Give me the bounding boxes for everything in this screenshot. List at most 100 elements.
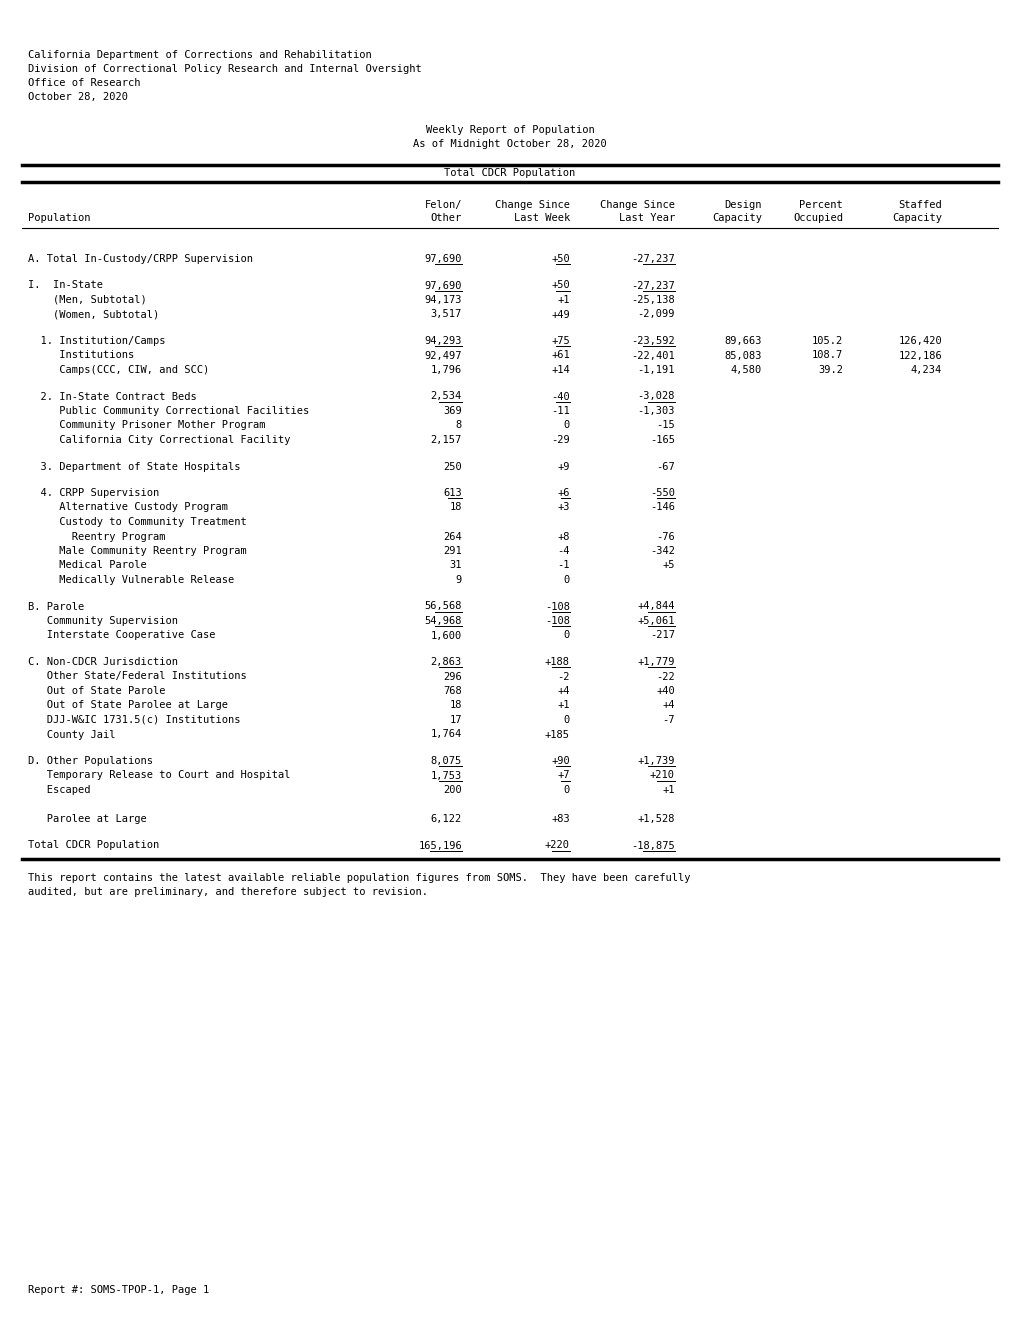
- Text: +1: +1: [557, 294, 570, 305]
- Text: DJJ-W&IC 1731.5(c) Institutions: DJJ-W&IC 1731.5(c) Institutions: [28, 715, 240, 725]
- Text: 6,122: 6,122: [430, 814, 462, 824]
- Text: 97,690: 97,690: [424, 281, 462, 290]
- Text: -2,099: -2,099: [637, 309, 675, 319]
- Text: 369: 369: [443, 407, 462, 416]
- Text: +188: +188: [544, 657, 570, 667]
- Text: -11: -11: [550, 407, 570, 416]
- Text: 3,517: 3,517: [430, 309, 462, 319]
- Text: +7: +7: [557, 771, 570, 780]
- Text: Last Year: Last Year: [619, 213, 675, 223]
- Text: +4: +4: [662, 701, 675, 710]
- Text: Change Since: Change Since: [599, 201, 675, 210]
- Text: B. Parole: B. Parole: [28, 602, 85, 611]
- Text: Community Prisoner Mother Program: Community Prisoner Mother Program: [28, 421, 265, 430]
- Text: -76: -76: [655, 532, 675, 541]
- Text: -29: -29: [550, 436, 570, 445]
- Text: 264: 264: [443, 532, 462, 541]
- Text: 18: 18: [449, 503, 462, 512]
- Text: 85,083: 85,083: [723, 351, 761, 360]
- Text: Other: Other: [430, 213, 462, 223]
- Text: +50: +50: [550, 253, 570, 264]
- Text: -27,237: -27,237: [631, 281, 675, 290]
- Text: 8: 8: [455, 421, 462, 430]
- Text: Interstate Cooperative Case: Interstate Cooperative Case: [28, 631, 215, 640]
- Text: Report #: SOMS-TPOP-1, Page 1: Report #: SOMS-TPOP-1, Page 1: [28, 1284, 209, 1295]
- Text: 291: 291: [443, 546, 462, 556]
- Text: -146: -146: [649, 503, 675, 512]
- Text: +1,528: +1,528: [637, 814, 675, 824]
- Text: audited, but are preliminary, and therefore subject to revision.: audited, but are preliminary, and theref…: [28, 887, 428, 898]
- Text: +83: +83: [550, 814, 570, 824]
- Text: 0: 0: [564, 785, 570, 795]
- Text: -550: -550: [649, 488, 675, 498]
- Text: -15: -15: [655, 421, 675, 430]
- Text: +90: +90: [550, 756, 570, 766]
- Text: +4,844: +4,844: [637, 602, 675, 611]
- Text: +9: +9: [557, 462, 570, 471]
- Text: 1,796: 1,796: [430, 366, 462, 375]
- Text: 39.2: 39.2: [817, 366, 842, 375]
- Text: Office of Research: Office of Research: [28, 78, 141, 88]
- Text: -27,237: -27,237: [631, 253, 675, 264]
- Text: +4: +4: [557, 686, 570, 696]
- Text: +61: +61: [550, 351, 570, 360]
- Text: +8: +8: [557, 532, 570, 541]
- Text: 9: 9: [455, 576, 462, 585]
- Text: I.  In-State: I. In-State: [28, 281, 103, 290]
- Text: County Jail: County Jail: [28, 730, 115, 739]
- Text: 94,173: 94,173: [424, 294, 462, 305]
- Text: -18,875: -18,875: [631, 841, 675, 850]
- Text: -2: -2: [557, 672, 570, 681]
- Text: 1,764: 1,764: [430, 730, 462, 739]
- Text: -22,401: -22,401: [631, 351, 675, 360]
- Text: +5,061: +5,061: [637, 616, 675, 626]
- Text: This report contains the latest available reliable population figures from SOMS.: This report contains the latest availabl…: [28, 873, 690, 883]
- Text: 0: 0: [564, 631, 570, 640]
- Text: California Department of Corrections and Rehabilitation: California Department of Corrections and…: [28, 50, 371, 59]
- Text: Male Community Reentry Program: Male Community Reentry Program: [28, 546, 247, 556]
- Text: Temporary Release to Court and Hospital: Temporary Release to Court and Hospital: [28, 771, 290, 780]
- Text: Custody to Community Treatment: Custody to Community Treatment: [28, 517, 247, 527]
- Text: 92,497: 92,497: [424, 351, 462, 360]
- Text: Out of State Parolee at Large: Out of State Parolee at Large: [28, 701, 228, 710]
- Text: Public Community Correctional Facilities: Public Community Correctional Facilities: [28, 407, 309, 416]
- Text: Capacity: Capacity: [711, 213, 761, 223]
- Text: 122,186: 122,186: [898, 351, 942, 360]
- Text: C. Non-CDCR Jurisdiction: C. Non-CDCR Jurisdiction: [28, 657, 178, 667]
- Text: Population: Population: [28, 213, 91, 223]
- Text: 1,753: 1,753: [430, 771, 462, 780]
- Text: As of Midnight October 28, 2020: As of Midnight October 28, 2020: [413, 139, 606, 149]
- Text: 768: 768: [443, 686, 462, 696]
- Text: Medical Parole: Medical Parole: [28, 561, 147, 570]
- Text: -1,191: -1,191: [637, 366, 675, 375]
- Text: 8,075: 8,075: [430, 756, 462, 766]
- Text: 165,196: 165,196: [418, 841, 462, 850]
- Text: +1: +1: [662, 785, 675, 795]
- Text: 54,968: 54,968: [424, 616, 462, 626]
- Text: 250: 250: [443, 462, 462, 471]
- Text: Other State/Federal Institutions: Other State/Federal Institutions: [28, 672, 247, 681]
- Text: 613: 613: [443, 488, 462, 498]
- Text: 2,863: 2,863: [430, 657, 462, 667]
- Text: 0: 0: [564, 576, 570, 585]
- Text: Felon/: Felon/: [424, 201, 462, 210]
- Text: -1,303: -1,303: [637, 407, 675, 416]
- Text: +5: +5: [662, 561, 675, 570]
- Text: 2,157: 2,157: [430, 436, 462, 445]
- Text: 4. CRPP Supervision: 4. CRPP Supervision: [28, 488, 159, 498]
- Text: -108: -108: [544, 602, 570, 611]
- Text: Staffed: Staffed: [898, 201, 942, 210]
- Text: 89,663: 89,663: [723, 337, 761, 346]
- Text: 31: 31: [449, 561, 462, 570]
- Text: Community Supervision: Community Supervision: [28, 616, 178, 626]
- Text: +14: +14: [550, 366, 570, 375]
- Text: 2. In-State Contract Beds: 2. In-State Contract Beds: [28, 392, 197, 401]
- Text: California City Correctional Facility: California City Correctional Facility: [28, 436, 290, 445]
- Text: 200: 200: [443, 785, 462, 795]
- Text: -23,592: -23,592: [631, 337, 675, 346]
- Text: 4,580: 4,580: [730, 366, 761, 375]
- Text: 108.7: 108.7: [811, 351, 842, 360]
- Text: +185: +185: [544, 730, 570, 739]
- Text: (Women, Subtotal): (Women, Subtotal): [28, 309, 159, 319]
- Text: +1,739: +1,739: [637, 756, 675, 766]
